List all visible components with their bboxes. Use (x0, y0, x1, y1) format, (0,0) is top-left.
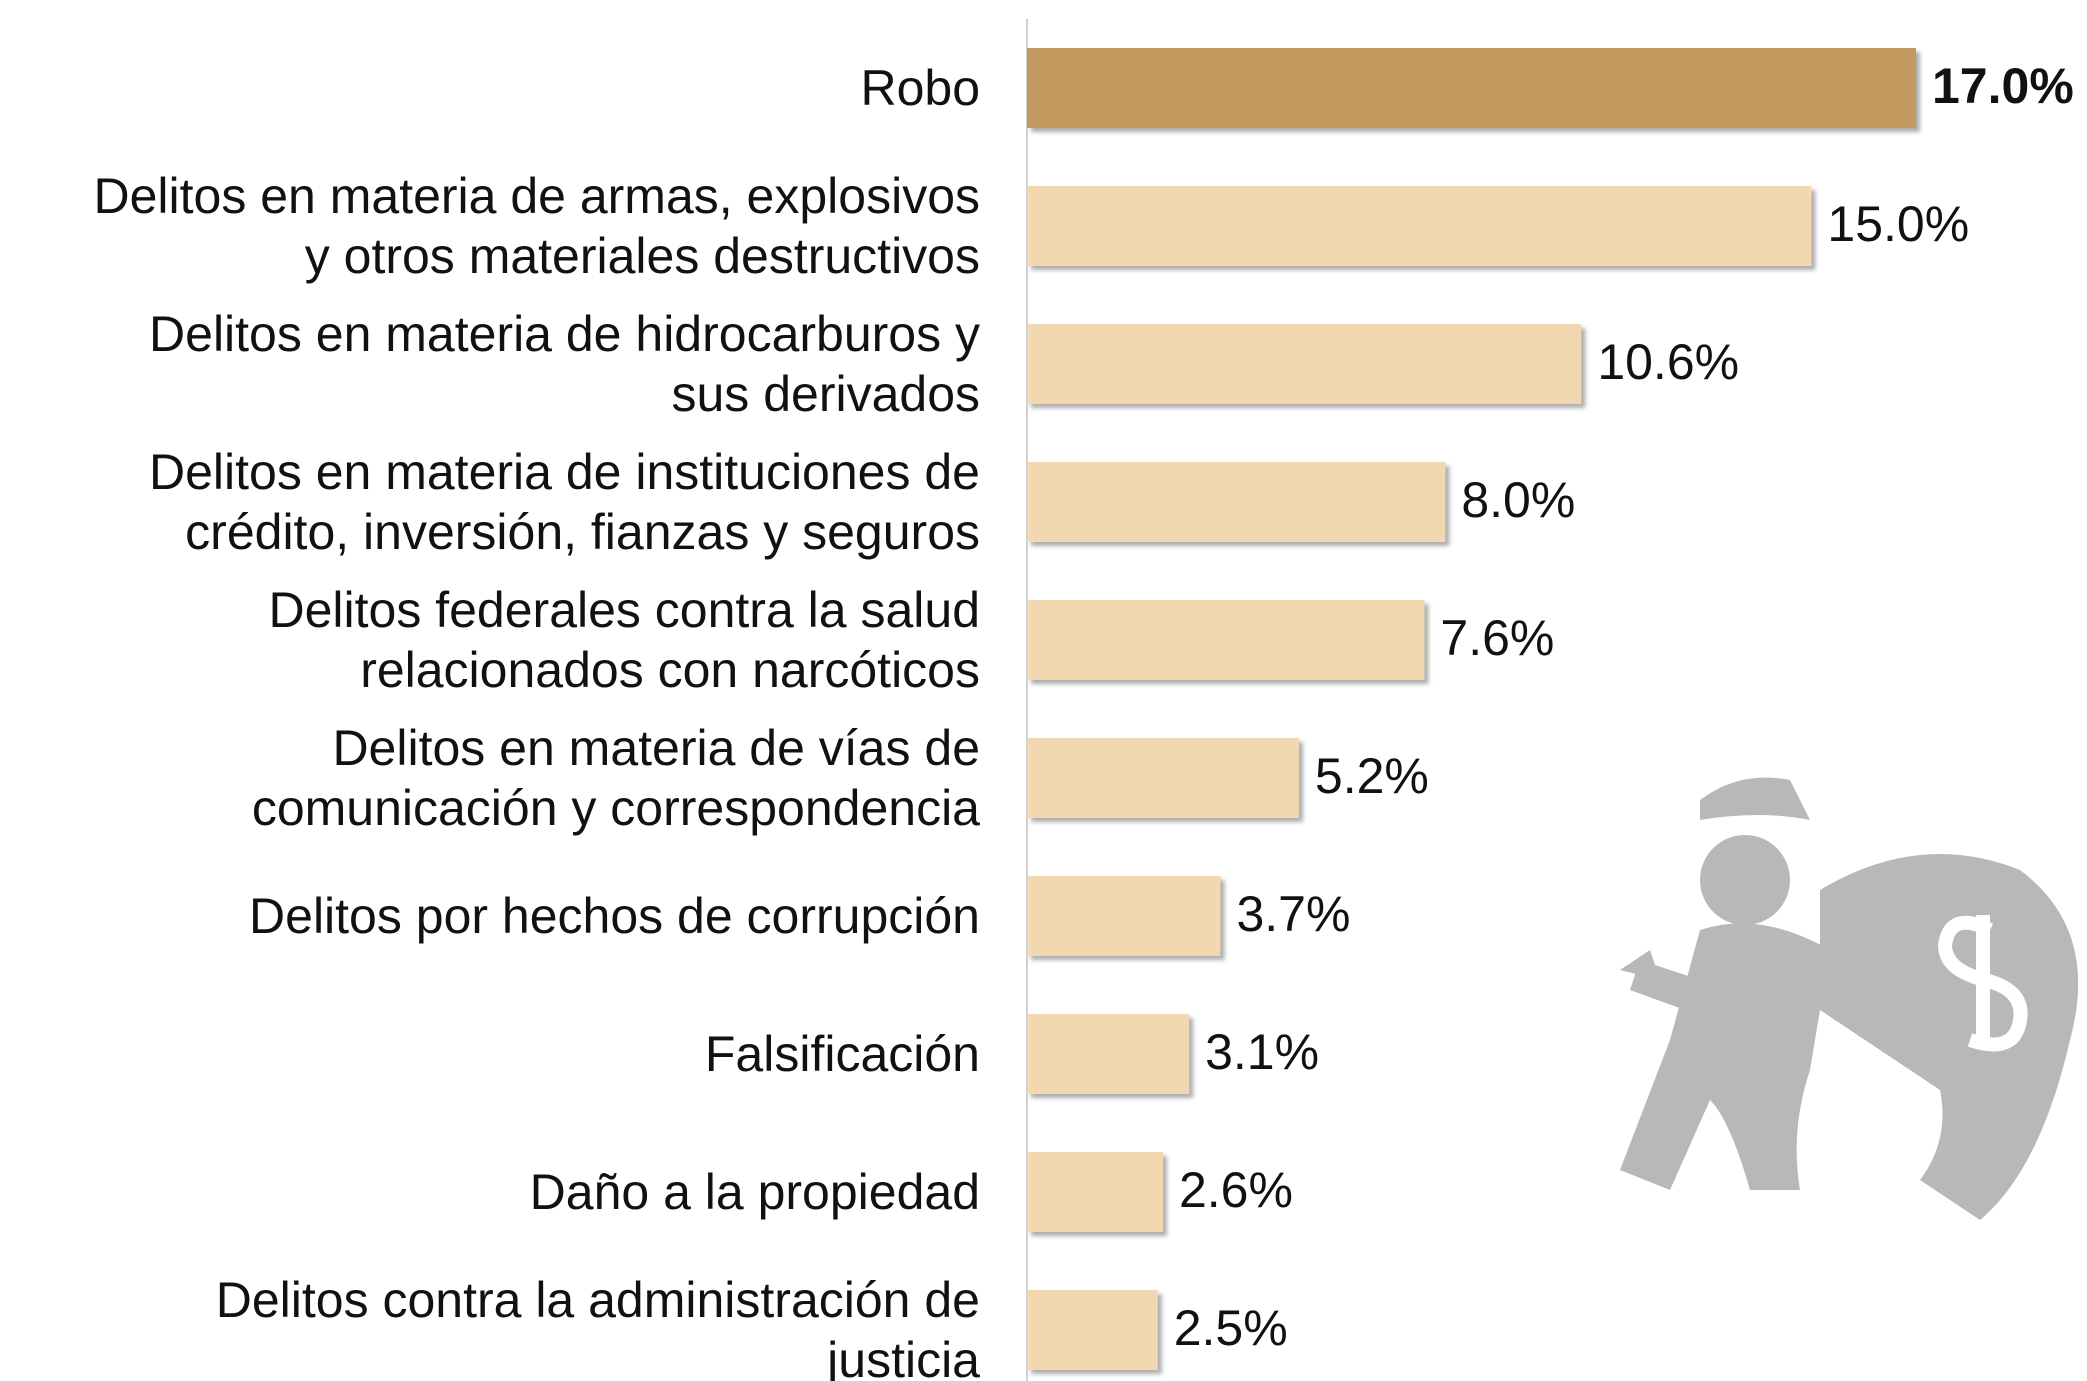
category-label: Delitos contra la administración de just… (215, 1272, 980, 1381)
bar (1027, 462, 1446, 542)
bar (1027, 186, 1812, 266)
value-label: 2.6% (1179, 1162, 1293, 1218)
value-label: 7.6% (1440, 610, 1554, 666)
category-label: Delitos en materia de instituciones de c… (148, 444, 980, 560)
category-label: Delitos en materia de armas, explosivos … (93, 168, 981, 284)
value-label: 5.2% (1315, 748, 1429, 804)
value-label: 10.6% (1597, 334, 1739, 390)
bar (1027, 1152, 1163, 1232)
value-label: 2.5% (1174, 1300, 1288, 1356)
bar (1027, 1014, 1190, 1094)
value-label: 3.7% (1236, 886, 1350, 942)
value-label: 17.0% (1932, 58, 2074, 114)
category-label: Delitos por hechos de corrupción (249, 888, 980, 944)
thief-icon (1620, 777, 2079, 1220)
category-label: Robo (860, 60, 980, 116)
category-label: Daño a la propiedad (529, 1164, 980, 1220)
category-label: Delitos en materia de hidrocarburos y su… (149, 306, 980, 422)
category-label: Falsificación (704, 1026, 980, 1082)
bar (1027, 1290, 1158, 1370)
bar (1027, 876, 1221, 956)
value-label: 3.1% (1205, 1024, 1319, 1080)
bar (1027, 738, 1299, 818)
value-label: 8.0% (1461, 472, 1575, 528)
bar (1027, 324, 1582, 404)
category-label: Delitos en materia de vías de comunicaci… (251, 720, 980, 836)
bar (1027, 48, 1916, 128)
bar (1027, 600, 1425, 680)
value-label: 15.0% (1827, 196, 1969, 252)
category-label: Delitos federales contra la salud relaci… (268, 582, 981, 698)
